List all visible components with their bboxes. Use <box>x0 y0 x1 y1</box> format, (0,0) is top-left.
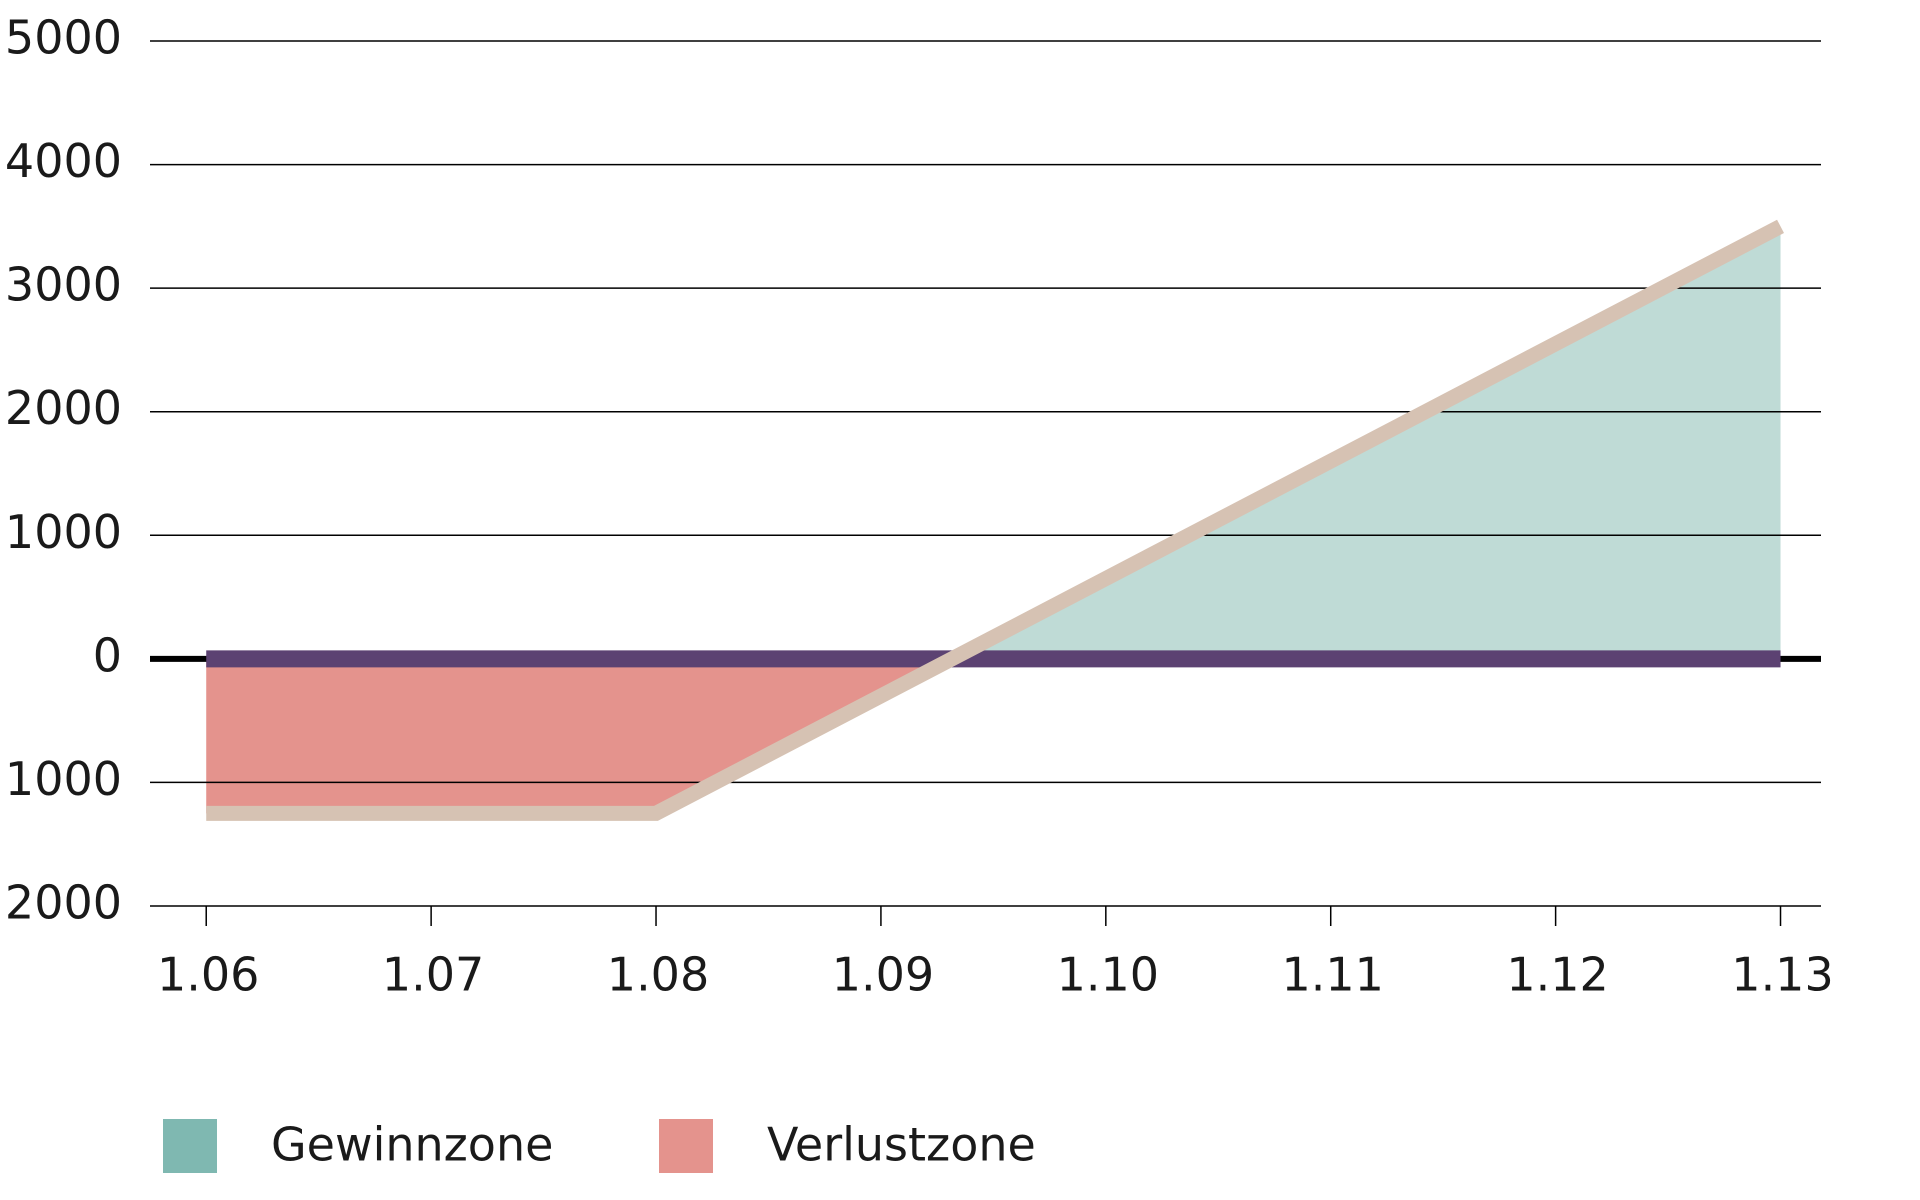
y-tick-label: 1000 <box>5 752 122 806</box>
legend-label: Verlustzone <box>767 1118 1036 1172</box>
zone-area <box>206 226 1781 659</box>
x-tick-label: 1.11 <box>1282 948 1384 1002</box>
y-tick-label: 2000 <box>5 381 122 435</box>
x-tick-label: 1.06 <box>157 948 259 1002</box>
zone-area <box>206 658 1781 814</box>
x-tick-label: 1.13 <box>1731 948 1833 1002</box>
y-tick-label: 5000 <box>5 11 122 65</box>
zones <box>206 226 1781 814</box>
x-tick-label: 1.12 <box>1506 948 1608 1002</box>
x-tick-label: 1.08 <box>607 948 709 1002</box>
y-tick-label: 3000 <box>5 258 122 312</box>
series-line <box>206 219 1784 821</box>
y-tick-label: 2000 <box>5 876 122 930</box>
x-tick-label: 1.07 <box>382 948 484 1002</box>
legend-swatch <box>659 1119 713 1173</box>
legend-label: Gewinnzone <box>271 1118 553 1172</box>
legend-swatch <box>163 1119 217 1173</box>
y-tick-label: 4000 <box>5 134 122 188</box>
y-tick-label: 1000 <box>5 505 122 559</box>
y-tick-label: 0 <box>93 628 122 682</box>
x-tick-label: 1.10 <box>1057 948 1159 1002</box>
x-tick-label: 1.09 <box>832 948 934 1002</box>
